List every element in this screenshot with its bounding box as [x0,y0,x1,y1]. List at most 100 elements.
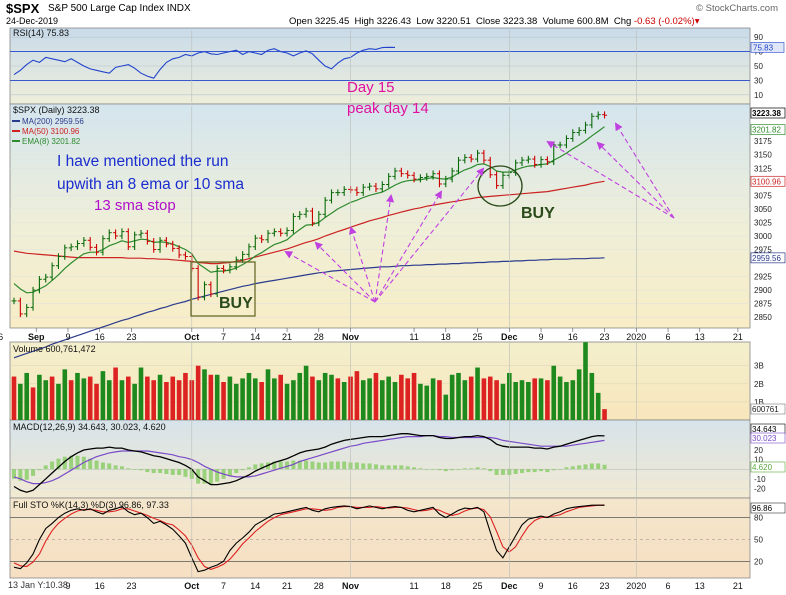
macd-histogram-bar [88,458,93,470]
volume-bar [170,376,176,420]
annotation-day15: Day 15 [347,79,395,96]
arrow-layer [284,122,675,303]
macd-histogram-bar [323,462,328,470]
macd-histogram-bar [285,461,290,470]
volume-bar [195,365,201,420]
volume-bar [297,372,303,420]
volume-bar [526,382,531,420]
volume-bar [119,380,125,420]
low-label: Low [416,16,434,27]
macd-histogram-bar [132,469,137,470]
volume-bar [373,372,379,420]
sto-badge [750,502,786,514]
x-tick-label: 28 [314,332,324,342]
volume-bar [18,383,23,420]
macd-tick-label: 10 [754,456,763,465]
quote-line: Open 3225.45 High 3226.43 Low 3220.51 Cl… [289,16,699,27]
macd-histogram-bar [589,463,594,470]
volume-value: 600.8M [576,16,609,27]
macd-histogram-bar [532,469,537,473]
open-label: Open [289,16,313,27]
volume-bar [68,380,74,420]
rsi-tick-label: 90 [754,33,763,42]
volume-bar [418,383,423,420]
macd-histogram-bar [335,461,340,470]
macd-histogram-bar [520,469,524,474]
macd-histogram-bar [62,456,67,470]
macd-signal-line [13,435,605,485]
price-badge-text: 3223.38 [752,109,781,118]
x-tick-label: 9 [65,332,70,342]
macd-histogram-bar [183,469,188,477]
macd-histogram-bar [215,469,220,482]
x-tick-label: Oct [184,332,199,342]
volume-tick-label: 1B [754,398,764,407]
volume-bar [583,342,588,420]
down-triangle-icon: ▾ [694,16,700,27]
volume-bar [589,372,595,420]
x-tick-label-bottom: Dec [501,581,518,591]
volume-bar [303,365,309,420]
macd-histogram-bar [437,469,442,471]
macd-histogram-bar [240,469,245,471]
macd-histogram-bar [139,469,143,471]
rsi-value-badge [750,42,785,53]
macd-histogram-bar [488,469,493,472]
ma200-line [13,257,605,359]
macd-line [13,433,605,493]
volume-bar [519,380,525,420]
price-tick-label: 3150 [754,151,772,160]
price-badge-text: 3201.82 [752,126,781,135]
x-tick-label-bottom: 9 [539,581,544,591]
volume-bar [367,378,372,420]
x-tick-label-bottom: 13 [695,581,705,591]
macd-histogram-bar [259,463,264,470]
volume-bar [487,376,493,420]
legend-ma50: MA(50) 3100.96 [22,127,80,136]
macd-histogram-bar [500,469,505,475]
macd-badge [750,432,786,444]
volume-bar [341,382,347,420]
legend-swatch-ma200 [12,120,20,122]
macd-histogram-bar [227,469,232,476]
macd-tick-label: -10 [754,475,766,484]
volume-bar [532,378,537,420]
macd-histogram-bar [202,469,207,484]
rsi-value-badge-text: 75.83 [753,43,774,52]
macd-histogram-bar [37,469,42,471]
volume-bar [272,378,277,420]
macd-histogram-bar [405,466,410,470]
x-tick-label-bottom: 25 [473,581,483,591]
macd-histogram-bar [126,468,131,470]
macd-histogram-bar [361,463,366,470]
price-badge [750,175,786,187]
volume-bar [265,369,271,420]
dashed-arrow [546,140,675,219]
volume-badge [750,403,786,415]
macd-histogram-bar [399,465,404,470]
open-value: 3225.45 [314,16,350,27]
buy-box [190,261,256,317]
volume-bar [443,394,449,420]
volume-bar [233,383,239,420]
macd-histogram-bar [177,469,182,475]
macd-histogram-bar [602,464,607,470]
volume-bar [138,367,144,420]
x-tick-label: 16 [568,332,578,342]
price-badge-text: 3100.96 [752,177,781,186]
x-tick-label-bottom: 18 [441,581,451,591]
volume-bar [100,371,106,420]
x-tick-label-bottom: 23 [600,581,610,591]
low-value: 3220.51 [436,16,471,27]
price-tick-label: 2875 [754,300,772,309]
price-badge [750,252,786,264]
x-tick-label-bottom: 11 [409,581,418,591]
volume-bar [87,376,93,420]
volume-bar [437,380,442,420]
dashed-arrow [349,226,376,303]
volume-bar [500,383,506,420]
price-tick-label: 2850 [754,313,772,322]
volume-bar [75,372,80,420]
sto-layer: 80 50 20 96.86 [10,502,786,573]
macd-histogram-bar [158,469,163,474]
